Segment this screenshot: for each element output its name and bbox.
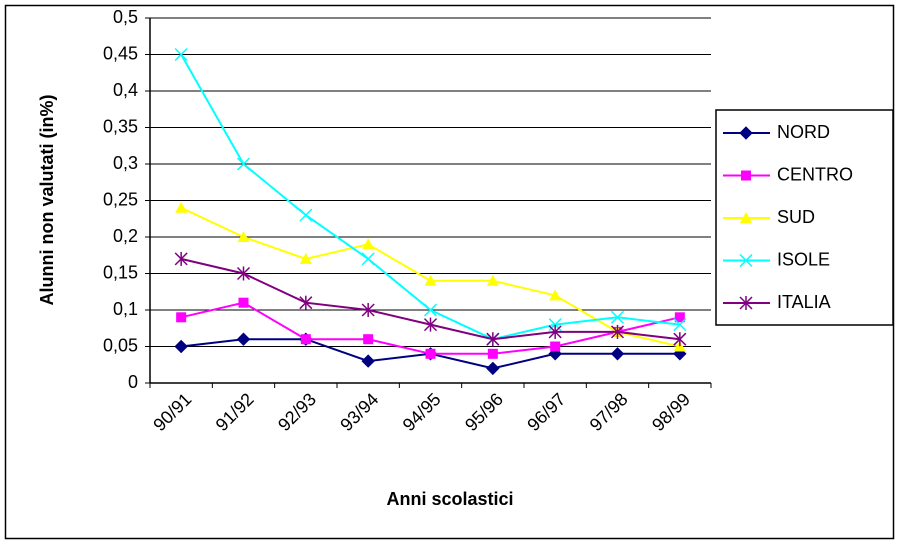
marker bbox=[487, 348, 498, 359]
marker bbox=[175, 201, 188, 213]
marker-shape bbox=[361, 252, 375, 266]
marker-shape bbox=[486, 361, 500, 376]
marker bbox=[425, 348, 436, 359]
marker bbox=[423, 317, 438, 332]
marker bbox=[236, 332, 251, 346]
marker bbox=[486, 332, 500, 347]
legend-label: CENTRO bbox=[777, 164, 853, 184]
marker bbox=[610, 347, 625, 361]
marker bbox=[299, 252, 312, 264]
marker-shape bbox=[424, 274, 437, 286]
legend-label: ITALIA bbox=[777, 292, 831, 312]
y-tick-label: 0,5 bbox=[113, 7, 138, 27]
marker-shape bbox=[174, 47, 188, 62]
marker-shape bbox=[674, 312, 685, 323]
marker-shape bbox=[425, 348, 436, 359]
marker-shape bbox=[175, 201, 188, 213]
legend-marker bbox=[740, 212, 752, 223]
y-tick-label: 0 bbox=[128, 372, 138, 392]
marker-shape bbox=[549, 289, 562, 301]
marker bbox=[548, 324, 562, 339]
marker-shape bbox=[363, 334, 374, 345]
legend-marker bbox=[739, 296, 753, 310]
y-tick-label: 0,15 bbox=[103, 262, 138, 282]
marker bbox=[424, 274, 437, 286]
marker-shape bbox=[300, 334, 311, 345]
legend-marker bbox=[741, 170, 751, 181]
marker bbox=[238, 297, 249, 308]
y-tick-label: 0,05 bbox=[103, 335, 138, 355]
marker bbox=[423, 303, 438, 317]
marker bbox=[550, 341, 561, 352]
marker bbox=[363, 334, 374, 345]
marker bbox=[174, 339, 188, 354]
marker bbox=[361, 354, 375, 368]
marker bbox=[300, 334, 311, 345]
marker-shape bbox=[299, 208, 313, 222]
marker bbox=[610, 310, 625, 324]
marker-shape bbox=[238, 297, 249, 308]
marker-shape bbox=[739, 126, 753, 140]
y-tick-label: 0,1 bbox=[113, 299, 138, 319]
marker-shape bbox=[236, 157, 251, 171]
marker bbox=[674, 312, 685, 323]
marker bbox=[673, 332, 687, 347]
marker-shape bbox=[741, 170, 751, 181]
y-axis-title: Alunni non valutati (in%) bbox=[37, 95, 57, 306]
legend-label: ISOLE bbox=[777, 249, 830, 269]
marker bbox=[361, 252, 375, 266]
marker-shape bbox=[486, 274, 499, 286]
marker bbox=[237, 231, 250, 242]
marker bbox=[236, 266, 251, 281]
marker-shape bbox=[174, 339, 188, 354]
y-tick-label: 0,45 bbox=[103, 43, 138, 63]
marker bbox=[176, 312, 187, 323]
marker-shape bbox=[610, 310, 625, 324]
x-axis-title: Anni scolastici bbox=[386, 489, 513, 509]
y-tick-label: 0,4 bbox=[113, 80, 138, 100]
marker-shape bbox=[740, 212, 752, 223]
marker bbox=[174, 251, 188, 266]
marker bbox=[236, 157, 251, 171]
marker-shape bbox=[362, 238, 375, 250]
marker-shape bbox=[739, 253, 753, 268]
marker-shape bbox=[176, 312, 187, 323]
y-tick-label: 0,2 bbox=[113, 226, 138, 246]
marker-shape bbox=[299, 252, 312, 264]
marker-shape bbox=[236, 332, 251, 346]
marker-shape bbox=[423, 303, 438, 317]
marker-shape bbox=[550, 341, 561, 352]
legend-marker bbox=[739, 126, 753, 140]
marker bbox=[174, 47, 188, 62]
marker-shape bbox=[361, 354, 375, 368]
legend-label: NORD bbox=[777, 122, 830, 142]
legend-marker bbox=[739, 253, 753, 268]
marker-shape bbox=[237, 231, 250, 242]
marker-shape bbox=[487, 348, 498, 359]
y-tick-label: 0,25 bbox=[103, 189, 138, 209]
marker bbox=[362, 238, 375, 250]
marker bbox=[299, 208, 313, 222]
marker bbox=[673, 318, 687, 332]
legend-label: SUD bbox=[777, 207, 815, 227]
marker-shape bbox=[610, 347, 625, 361]
marker bbox=[299, 295, 313, 310]
marker bbox=[610, 324, 625, 339]
y-tick-label: 0,3 bbox=[113, 153, 138, 173]
marker bbox=[549, 289, 562, 301]
y-tick-label: 0,35 bbox=[103, 116, 138, 136]
marker bbox=[361, 303, 375, 317]
marker bbox=[486, 361, 500, 376]
marker-shape bbox=[673, 318, 687, 332]
marker bbox=[486, 274, 499, 286]
